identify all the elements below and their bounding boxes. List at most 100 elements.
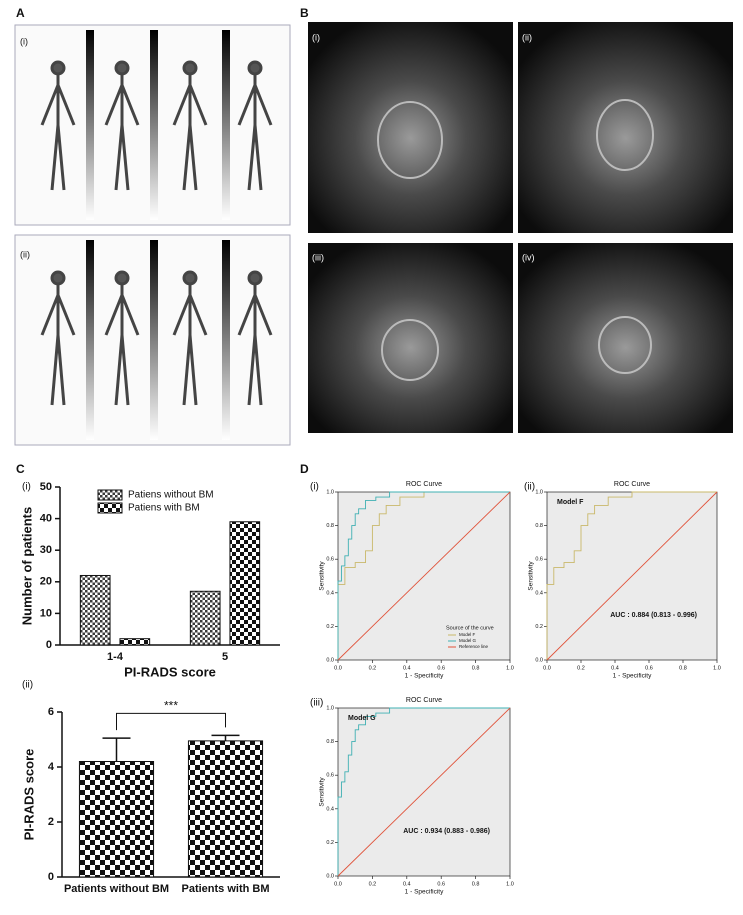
chart-title: ROC Curve [406, 697, 442, 704]
x-tick-label: Patients without BM [64, 883, 169, 895]
x-tick-label: 1.0 [713, 665, 721, 671]
roc-line [337, 707, 510, 876]
legend-label: Reference line [459, 644, 489, 649]
y-tick-label: 0 [46, 639, 52, 651]
chart-title: ROC Curve [614, 481, 650, 488]
y-axis-label: PI-RADS score [21, 749, 36, 841]
y-tick-label: 0.8 [326, 739, 334, 745]
y-tick-label: 0.0 [535, 657, 543, 663]
error-bar [102, 737, 131, 762]
roc-line [546, 491, 717, 660]
sub-label: (ii) [522, 32, 532, 42]
error-bar [211, 734, 240, 741]
x-axis-label: 1 - Specificity [405, 673, 444, 680]
roc-line [337, 491, 510, 660]
panel-sub-label: (iii) [310, 698, 323, 709]
y-tick-label: 0.8 [326, 523, 334, 529]
bar [187, 740, 264, 878]
y-tick-label: 4 [48, 761, 55, 773]
panel-sub-label: (ii) [22, 680, 33, 691]
scale-strip [150, 240, 158, 440]
mri-image [308, 243, 513, 433]
mri-image [518, 243, 733, 433]
y-tick-label: 0 [48, 871, 54, 883]
x-tick-label: 1-4 [107, 651, 124, 663]
y-tick-label: 50 [40, 481, 52, 493]
x-tick-label: 0.0 [334, 665, 342, 671]
mri-image [308, 22, 513, 233]
scale-strip [150, 30, 158, 220]
panel-label: C [16, 462, 25, 476]
bar [229, 521, 261, 646]
legend-label: Model F [459, 632, 476, 637]
model-label: Model G [348, 715, 376, 722]
y-tick-label: 0.2 [326, 624, 334, 630]
mri-image [518, 22, 733, 233]
y-tick-label: 6 [48, 706, 54, 718]
y-tick-label: 0.6 [326, 557, 334, 563]
x-tick-label: 0.2 [369, 665, 377, 671]
sub-label: (iii) [312, 252, 324, 262]
x-axis-label: 1 - Specificity [405, 889, 444, 896]
x-tick-label: 5 [222, 651, 228, 663]
legend-label: Patiens without BM [128, 490, 214, 501]
y-tick-label: 10 [40, 607, 52, 619]
mri-anatomy [377, 99, 654, 381]
scale-strip [86, 30, 94, 220]
x-tick-label: Patients with BM [181, 883, 269, 895]
panel-label: B [300, 6, 309, 20]
x-tick-label: 0.0 [543, 665, 551, 671]
x-tick-label: 0.2 [577, 665, 585, 671]
y-axis-label: Sensitivity [319, 777, 326, 807]
y-tick-label: 0.6 [535, 557, 543, 563]
legend-swatch [97, 489, 123, 501]
panel-sub-label: (i) [310, 482, 319, 493]
model-label: Model F [557, 499, 584, 506]
y-tick-label: 0.4 [326, 806, 334, 812]
y-tick-label: 1.0 [535, 489, 543, 495]
y-tick-label: 0.6 [326, 773, 334, 779]
scale-strip [222, 30, 230, 220]
y-axis-label: Number of patients [19, 507, 34, 625]
x-tick-label: 0.4 [403, 881, 411, 887]
y-tick-label: 30 [40, 544, 52, 556]
x-tick-label: 0.0 [334, 881, 342, 887]
sub-label: (i) [312, 32, 320, 42]
annotation: *** [164, 699, 178, 713]
sub-label: (i) [20, 36, 28, 46]
y-tick-label: 1.0 [326, 489, 334, 495]
y-tick-label: 0.0 [326, 657, 334, 663]
auc-label: AUC : 0.884 (0.813 - 0.996) [610, 612, 697, 619]
x-tick-label: 0.6 [437, 665, 445, 671]
y-tick-label: 0.2 [535, 624, 543, 630]
scale-strip [222, 240, 230, 440]
y-tick-label: 1.0 [326, 705, 334, 711]
y-tick-label: 0.2 [326, 840, 334, 846]
y-axis-label: Sensitivity [528, 561, 535, 591]
legend-label: Model G [459, 638, 477, 643]
roc-line [337, 491, 511, 661]
scale-strip [86, 240, 94, 440]
x-tick-label: 0.2 [369, 881, 377, 887]
x-tick-label: 0.8 [472, 665, 480, 671]
x-tick-label: 0.4 [403, 665, 411, 671]
sub-label: (iv) [522, 252, 535, 262]
bar [78, 761, 155, 878]
x-tick-label: 0.8 [679, 665, 687, 671]
panel-label: A [16, 6, 25, 20]
legend-swatch [97, 502, 123, 514]
y-tick-label: 0.8 [535, 523, 543, 529]
bar [79, 574, 111, 646]
y-axis-label: Sensitivity [319, 561, 326, 591]
y-tick-label: 20 [40, 576, 52, 588]
mri-panel: (i) (ii) (iii) (iv) [308, 22, 733, 433]
x-tick-label: 0.8 [472, 881, 480, 887]
x-tick-label: 0.4 [611, 665, 619, 671]
roc-line [337, 491, 510, 660]
roc-line [337, 707, 511, 877]
sub-label: (ii) [20, 249, 30, 259]
legend-title: Source of the curve [446, 625, 494, 631]
panel-sub-label: (ii) [524, 482, 535, 493]
y-tick-label: 0.0 [326, 873, 334, 879]
